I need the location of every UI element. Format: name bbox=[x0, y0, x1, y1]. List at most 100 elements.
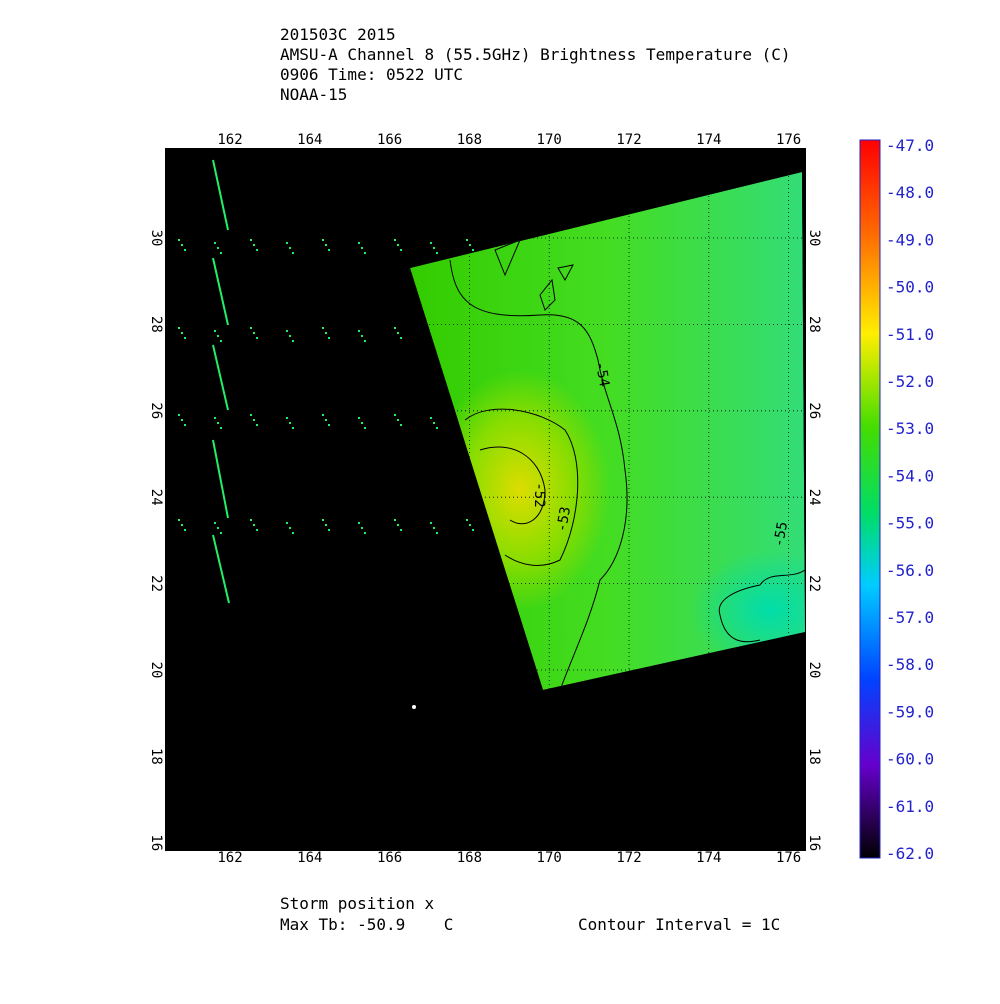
track-dot bbox=[220, 427, 222, 429]
colorbar-label: -54.0 bbox=[886, 466, 934, 485]
track-dot bbox=[394, 327, 396, 329]
lat-label-right: 16 bbox=[806, 834, 822, 851]
track-dot bbox=[181, 332, 183, 334]
contour-label: -53 bbox=[554, 505, 574, 533]
track-dot bbox=[325, 244, 327, 246]
lat-label-right: 30 bbox=[806, 230, 822, 247]
track-dot bbox=[253, 244, 255, 246]
track-dot bbox=[286, 330, 288, 332]
track-dot bbox=[253, 419, 255, 421]
lon-label-bottom: 162 bbox=[217, 850, 242, 866]
colorbar-label: -51.0 bbox=[886, 325, 934, 344]
track-dot bbox=[430, 522, 432, 524]
track-dot bbox=[253, 332, 255, 334]
header-line: 201503C 2015 bbox=[280, 25, 396, 44]
track-dot bbox=[178, 519, 180, 521]
lon-label-top: 166 bbox=[377, 132, 402, 148]
track-dot bbox=[472, 249, 474, 251]
lon-label-bottom: 174 bbox=[696, 850, 721, 866]
lat-label-left: 18 bbox=[148, 748, 164, 765]
track-dot bbox=[325, 419, 327, 421]
track-dot bbox=[358, 417, 360, 419]
track-dot bbox=[253, 524, 255, 526]
colorbar-label: -57.0 bbox=[886, 608, 934, 627]
track-dot bbox=[361, 335, 363, 337]
lat-label-right: 28 bbox=[806, 316, 822, 333]
track-dot bbox=[181, 419, 183, 421]
track-dot bbox=[250, 519, 252, 521]
lon-label-bottom: 176 bbox=[776, 850, 801, 866]
lat-label-right: 24 bbox=[806, 489, 822, 506]
track-dot bbox=[400, 249, 402, 251]
track-dot bbox=[361, 422, 363, 424]
track-dot bbox=[364, 532, 366, 534]
track-dot bbox=[364, 340, 366, 342]
track-dot bbox=[220, 340, 222, 342]
colorbar-label: -61.0 bbox=[886, 797, 934, 816]
track-dot bbox=[361, 527, 363, 529]
track-dot bbox=[358, 242, 360, 244]
track-dot bbox=[397, 332, 399, 334]
track-dot bbox=[322, 414, 324, 416]
lon-label-top: 174 bbox=[696, 132, 721, 148]
colorbar-label: -59.0 bbox=[886, 702, 934, 721]
lat-label-left: 30 bbox=[148, 230, 164, 247]
lat-label-left: 26 bbox=[148, 402, 164, 419]
storm-marker bbox=[412, 705, 416, 709]
colorbar-label: -50.0 bbox=[886, 278, 934, 297]
track-dot bbox=[256, 337, 258, 339]
track-dot bbox=[364, 427, 366, 429]
storm-position: Storm position x bbox=[280, 894, 434, 913]
track-dot bbox=[466, 519, 468, 521]
lon-label-bottom: 172 bbox=[616, 850, 641, 866]
lon-label-top: 164 bbox=[297, 132, 322, 148]
track-dot bbox=[328, 249, 330, 251]
track-dot bbox=[364, 252, 366, 254]
track-dot bbox=[250, 414, 252, 416]
track-dot bbox=[466, 239, 468, 241]
lat-label-right: 18 bbox=[806, 748, 822, 765]
track-dot bbox=[325, 524, 327, 526]
track-dot bbox=[214, 522, 216, 524]
track-dot bbox=[217, 247, 219, 249]
lat-label-right: 26 bbox=[806, 402, 822, 419]
track-dot bbox=[358, 330, 360, 332]
track-dot bbox=[220, 252, 222, 254]
track-dot bbox=[292, 532, 294, 534]
track-dot bbox=[436, 532, 438, 534]
lat-label-left: 22 bbox=[148, 575, 164, 592]
track-dot bbox=[181, 244, 183, 246]
lon-label-bottom: 170 bbox=[537, 850, 562, 866]
lat-label-left: 24 bbox=[148, 489, 164, 506]
track-dot bbox=[286, 522, 288, 524]
colorbar-label: -56.0 bbox=[886, 561, 934, 580]
track-dot bbox=[433, 422, 435, 424]
lat-label-left: 20 bbox=[148, 662, 164, 679]
track-dot bbox=[433, 527, 435, 529]
header-line: AMSU-A Channel 8 (55.5GHz) Brightness Te… bbox=[280, 45, 791, 64]
contour-label: -54 bbox=[592, 360, 612, 388]
contour-interval: Contour Interval = 1C bbox=[578, 915, 780, 934]
track-dot bbox=[184, 424, 186, 426]
lat-label-left: 16 bbox=[148, 834, 164, 851]
track-dot bbox=[256, 249, 258, 251]
track-dot bbox=[436, 427, 438, 429]
track-dot bbox=[289, 527, 291, 529]
track-dot bbox=[397, 524, 399, 526]
track-dot bbox=[469, 524, 471, 526]
track-dot bbox=[397, 419, 399, 421]
track-dot bbox=[184, 249, 186, 251]
lon-label-top: 168 bbox=[457, 132, 482, 148]
track-dot bbox=[184, 529, 186, 531]
track-dot bbox=[433, 247, 435, 249]
lat-label-right: 22 bbox=[806, 575, 822, 592]
track-dot bbox=[289, 335, 291, 337]
track-dot bbox=[472, 529, 474, 531]
track-dot bbox=[325, 332, 327, 334]
track-dot bbox=[214, 242, 216, 244]
track-dot bbox=[292, 252, 294, 254]
lon-label-bottom: 164 bbox=[297, 850, 322, 866]
colorbar-label: -48.0 bbox=[886, 183, 934, 202]
lon-label-bottom: 166 bbox=[377, 850, 402, 866]
